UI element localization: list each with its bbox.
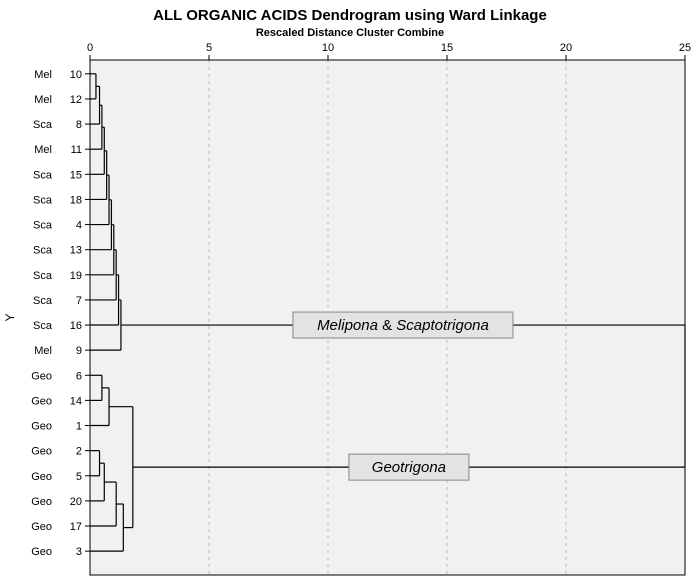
leaf-id: 12 [70,94,82,106]
leaf-name: Geo [31,370,52,382]
x-tick-label: 15 [441,42,453,54]
leaf-id: 16 [70,320,82,332]
leaf-name: Geo [31,496,52,508]
x-tick-label: 10 [322,42,334,54]
leaf-name: Geo [31,521,52,533]
leaf-id: 5 [76,471,82,483]
leaf-id: 20 [70,496,82,508]
leaf-id: 1 [76,421,82,433]
dendrogram-chart: 0510152025ALL ORGANIC ACIDS Dendrogram u… [0,0,700,586]
leaf-name: Sca [33,194,53,206]
leaf-name: Mel [34,69,52,81]
leaf-id: 3 [76,546,82,558]
chart-subtitle: Rescaled Distance Cluster Combine [256,27,444,39]
leaf-name: Geo [31,546,52,558]
leaf-name: Mel [34,345,52,357]
leaf-name: Sca [33,169,53,181]
leaf-id: 15 [70,169,82,181]
cluster-label-text: Geotrigona [372,459,446,476]
leaf-name: Geo [31,421,52,433]
leaf-id: 18 [70,194,82,206]
leaf-name: Sca [33,295,53,307]
leaf-id: 11 [71,144,82,156]
leaf-name: Geo [31,471,52,483]
cluster-label-text: Melipona & Scaptotrigona [317,317,489,334]
leaf-name: Geo [31,395,52,407]
leaf-id: 2 [76,446,82,458]
leaf-name: Geo [31,446,52,458]
x-tick-label: 5 [206,42,212,54]
leaf-id: 9 [76,345,82,357]
y-axis-label: Y [3,313,17,321]
leaf-name: Sca [33,119,53,131]
leaf-name: Sca [33,320,53,332]
leaf-id: 10 [70,69,82,81]
x-tick-label: 0 [87,42,93,54]
chart-title: ALL ORGANIC ACIDS Dendrogram using Ward … [153,7,547,24]
leaf-id: 7 [76,295,82,307]
leaf-id: 4 [76,220,82,232]
leaf-name: Sca [33,270,53,282]
leaf-name: Mel [34,144,52,156]
leaf-id: 19 [70,270,82,282]
leaf-name: Sca [33,220,53,232]
leaf-name: Sca [33,245,53,257]
leaf-id: 6 [76,370,82,382]
leaf-id: 17 [70,521,82,533]
leaf-id: 8 [76,119,82,131]
leaf-id: 14 [70,395,82,407]
x-tick-label: 20 [560,42,572,54]
leaf-id: 13 [70,245,82,257]
leaf-name: Mel [34,94,52,106]
x-tick-label: 25 [679,42,691,54]
